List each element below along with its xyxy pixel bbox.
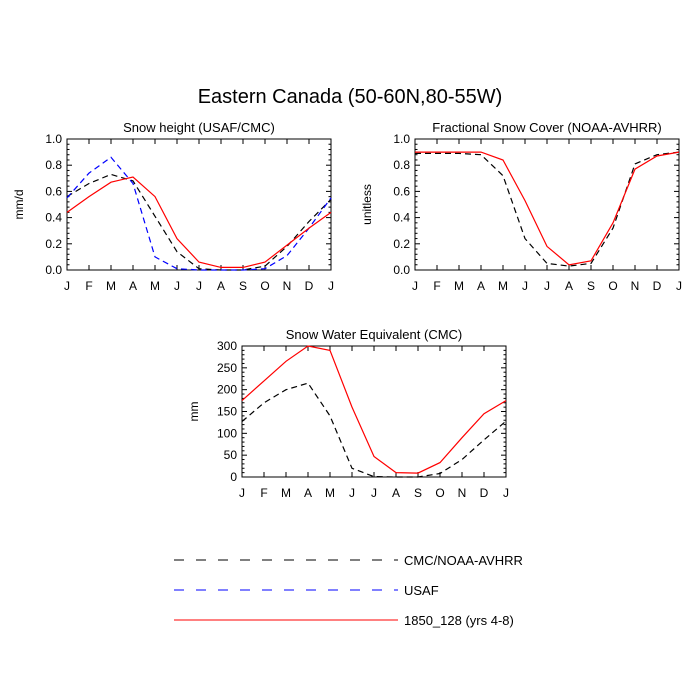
y-tick-label: 0.0 <box>45 263 62 277</box>
x-tick-label: J <box>371 486 377 500</box>
y-tick-label: 0.6 <box>393 184 410 198</box>
series-line-1850-128-yrs-4-8- <box>241 345 507 474</box>
x-tick-label: J <box>412 279 418 293</box>
series-line-cmc-noaa-avhrr <box>66 173 332 271</box>
panel-title: Snow height (USAF/CMC) <box>123 120 275 135</box>
y-tick-label: 1.0 <box>393 132 410 146</box>
x-tick-label: O <box>435 486 444 500</box>
legend-label: USAF <box>404 583 439 598</box>
x-tick-label: A <box>477 279 485 293</box>
x-tick-label: J <box>522 279 528 293</box>
x-tick-label: J <box>196 279 202 293</box>
series-line-1850-128-yrs-4-8- <box>66 176 332 268</box>
x-tick-label: M <box>106 279 116 293</box>
y-axis-label: unitless <box>360 184 374 225</box>
x-tick-label: J <box>676 279 682 293</box>
x-tick-label: A <box>565 279 573 293</box>
x-tick-label: O <box>608 279 617 293</box>
x-tick-label: J <box>64 279 70 293</box>
main-title: Eastern Canada (50-60N,80-55W) <box>198 86 503 108</box>
x-tick-label: J <box>544 279 550 293</box>
legend: CMC/NOAA-AVHRR USAF 1850_128 (yrs 4-8) <box>174 553 523 628</box>
x-tick-label: A <box>304 486 312 500</box>
x-tick-label: A <box>392 486 400 500</box>
y-axis-label: mm <box>187 402 201 422</box>
legend-label: CMC/NOAA-AVHRR <box>404 553 523 568</box>
x-tick-label: S <box>587 279 595 293</box>
y-tick-label: 50 <box>224 448 238 462</box>
series-line-usaf <box>66 156 332 271</box>
x-tick-label: D <box>305 279 314 293</box>
x-tick-label: M <box>325 486 335 500</box>
x-tick-label: O <box>260 279 269 293</box>
x-tick-label: N <box>283 279 292 293</box>
y-tick-label: 250 <box>217 361 237 375</box>
x-tick-label: J <box>174 279 180 293</box>
x-tick-label: A <box>129 279 137 293</box>
panel-title: Fractional Snow Cover (NOAA-AVHRR) <box>432 120 661 135</box>
y-tick-label: 100 <box>217 426 237 440</box>
x-tick-label: F <box>85 279 92 293</box>
snow-height-panel: Snow height (USAF/CMC) 0.0 0.2 0.4 0.6 0.8 1.0… <box>12 120 334 293</box>
x-tick-label: F <box>433 279 440 293</box>
y-tick-label: 150 <box>217 405 237 419</box>
y-axis-label: mm/d <box>12 190 26 220</box>
x-tick-label: A <box>217 279 225 293</box>
snow-cover-panel: Fractional Snow Cover (NOAA-AVHRR) 0.0 0.2… <box>360 120 682 293</box>
x-tick-label: N <box>458 486 467 500</box>
y-tick-label: 0 <box>230 470 237 484</box>
y-tick-label: 0.2 <box>393 237 410 251</box>
panel-title: Snow Water Equivalent (CMC) <box>286 327 463 342</box>
plot-frame <box>66 138 332 271</box>
x-tick-label: J <box>349 486 355 500</box>
series-line-cmc-noaa-avhrr <box>415 151 680 267</box>
y-tick-label: 0.6 <box>45 184 62 198</box>
y-tick-label: 0.2 <box>45 237 62 251</box>
x-tick-label: D <box>653 279 662 293</box>
y-tick-label: 1.0 <box>45 132 62 146</box>
x-tick-label: M <box>281 486 291 500</box>
x-tick-label: M <box>454 279 464 293</box>
y-tick-label: 0.8 <box>45 158 62 172</box>
y-tick-label: 300 <box>217 339 237 353</box>
plot-frame <box>414 138 680 271</box>
x-tick-label: S <box>239 279 247 293</box>
y-tick-label: 0.4 <box>45 211 62 225</box>
y-tick-label: 0.8 <box>393 158 410 172</box>
y-tick-label: 0.4 <box>393 211 410 225</box>
series-line-1850-128-yrs-4-8- <box>415 151 680 266</box>
x-tick-label: M <box>150 279 160 293</box>
swe-panel: Snow Water Equivalent (CMC) 0 50 100 150 200 2… <box>187 327 509 500</box>
y-tick-label: 200 <box>217 383 237 397</box>
x-tick-label: F <box>260 486 267 500</box>
series-line-cmc-noaa-avhrr <box>241 382 507 478</box>
x-tick-label: D <box>480 486 489 500</box>
x-tick-label: J <box>328 279 334 293</box>
x-tick-label: M <box>498 279 508 293</box>
x-tick-label: S <box>414 486 422 500</box>
legend-label: 1850_128 (yrs 4-8) <box>404 613 514 628</box>
x-tick-label: J <box>239 486 245 500</box>
y-tick-label: 0.0 <box>393 263 410 277</box>
x-tick-label: N <box>631 279 640 293</box>
x-tick-label: J <box>503 486 509 500</box>
